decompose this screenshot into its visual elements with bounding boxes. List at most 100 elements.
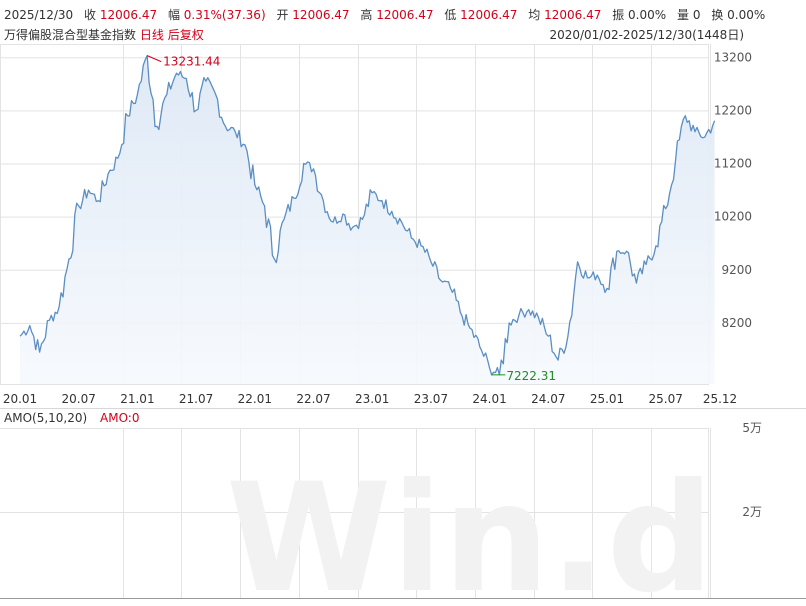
data-point bbox=[185, 78, 187, 80]
data-point bbox=[430, 261, 432, 263]
x-tick-label: 21.07 bbox=[179, 392, 213, 406]
data-point bbox=[528, 309, 530, 311]
data-point bbox=[234, 131, 236, 133]
period-selector[interactable]: 日线 bbox=[139, 28, 164, 42]
x-axis: 20.01 20.07 21.01 21.07 22.01 22.07 23.01 23.07… bbox=[3, 392, 737, 406]
data-point bbox=[107, 173, 109, 175]
x-tick-label: 24.01 bbox=[472, 392, 506, 406]
data-point bbox=[166, 94, 168, 96]
x-tick-label: 25.07 bbox=[649, 392, 683, 406]
data-point bbox=[19, 335, 21, 337]
change-value: 0.31%(37.36) bbox=[183, 8, 266, 22]
low-value: 12006.47 bbox=[460, 8, 518, 22]
data-point bbox=[391, 210, 393, 212]
data-point bbox=[665, 208, 667, 210]
data-point bbox=[127, 115, 129, 117]
annotations: 13231.44 7222.31 bbox=[146, 55, 556, 383]
data-point bbox=[313, 168, 315, 170]
x-tick-label: 23.01 bbox=[355, 392, 389, 406]
data-point bbox=[322, 200, 324, 202]
change-label: 幅 bbox=[167, 8, 180, 22]
data-point bbox=[547, 335, 549, 337]
data-point bbox=[489, 367, 491, 369]
max-label: 13231.44 bbox=[163, 55, 220, 69]
low-label: 低 bbox=[444, 8, 457, 22]
x-tick-label: 20.07 bbox=[62, 392, 96, 406]
wind-watermark: Win.d bbox=[226, 452, 714, 606]
data-point bbox=[694, 131, 696, 133]
data-point bbox=[136, 94, 138, 96]
date-range: 2020/01/02-2025/12/30(1448日) bbox=[549, 28, 744, 42]
data-point bbox=[58, 306, 60, 308]
quote-header: 2025/12/30 收 12006.47 幅 0.31%(37.36) 开 1… bbox=[4, 6, 804, 24]
amo-tick-label: 2万 bbox=[742, 505, 762, 519]
turnover-value: 0.00% bbox=[727, 8, 766, 22]
data-point bbox=[557, 359, 559, 361]
data-point bbox=[205, 80, 207, 82]
amo-panel: AMO(5,10,20) AMO:0 5万 2万 Win.d bbox=[4, 411, 762, 606]
volume-label: 量 bbox=[677, 8, 690, 22]
data-point bbox=[215, 94, 217, 96]
data-point bbox=[616, 250, 618, 252]
data-point bbox=[283, 218, 285, 220]
data-point bbox=[97, 200, 99, 202]
y-tick-label: 11200 bbox=[714, 157, 752, 171]
data-point bbox=[479, 346, 481, 348]
turnover-label: 换 bbox=[711, 8, 724, 22]
data-point bbox=[538, 317, 540, 319]
amo-value: AMO:0 bbox=[100, 411, 139, 425]
data-point bbox=[655, 245, 657, 247]
data-point bbox=[684, 115, 686, 117]
price-area bbox=[19, 54, 716, 384]
data-point bbox=[675, 160, 677, 162]
data-point bbox=[352, 226, 354, 228]
price-line bbox=[19, 54, 716, 376]
data-point bbox=[293, 197, 295, 199]
data-point bbox=[704, 136, 706, 138]
max-pointer bbox=[146, 55, 162, 63]
data-point bbox=[68, 258, 70, 260]
data-point bbox=[381, 200, 383, 202]
data-point bbox=[635, 282, 637, 284]
data-point bbox=[596, 274, 598, 276]
data-point bbox=[273, 258, 275, 260]
data-point bbox=[117, 157, 119, 159]
x-tick-label: 20.01 bbox=[3, 392, 37, 406]
adjust-selector[interactable]: 后复权 bbox=[167, 28, 204, 42]
data-point bbox=[420, 245, 422, 247]
data-point bbox=[518, 314, 520, 316]
data-point bbox=[401, 221, 403, 223]
amo-label: AMO(5,10,20) bbox=[4, 411, 87, 425]
data-point bbox=[577, 261, 579, 263]
data-point bbox=[88, 189, 90, 191]
amplitude-label: 振 bbox=[612, 8, 625, 22]
y-tick-label: 13200 bbox=[714, 50, 752, 64]
data-point bbox=[48, 319, 50, 321]
data-point bbox=[714, 120, 716, 122]
data-point bbox=[156, 125, 158, 127]
data-point bbox=[567, 335, 569, 337]
y-tick-label: 8200 bbox=[721, 316, 752, 330]
data-point bbox=[39, 351, 41, 353]
open-label: 开 bbox=[276, 8, 289, 22]
data-point bbox=[508, 322, 510, 324]
data-point bbox=[254, 184, 256, 186]
data-point bbox=[342, 213, 344, 215]
data-point bbox=[303, 163, 305, 165]
x-tick-label: 22.01 bbox=[238, 392, 272, 406]
data-point bbox=[371, 192, 373, 194]
data-point bbox=[195, 109, 197, 111]
data-point bbox=[626, 250, 628, 252]
data-point bbox=[450, 287, 452, 289]
x-tick-label: 23.07 bbox=[414, 392, 448, 406]
y-tick-label: 12200 bbox=[714, 103, 752, 117]
price-area-fill bbox=[20, 55, 715, 384]
data-point bbox=[29, 325, 31, 327]
data-point bbox=[606, 287, 608, 289]
data-point bbox=[78, 205, 80, 207]
close-value: 12006.47 bbox=[99, 8, 158, 22]
data-point bbox=[176, 72, 178, 74]
quote-date: 2025/12/30 bbox=[4, 8, 74, 22]
y-axis: 13200 12200 11200 10200 9200 8200 bbox=[714, 50, 752, 330]
